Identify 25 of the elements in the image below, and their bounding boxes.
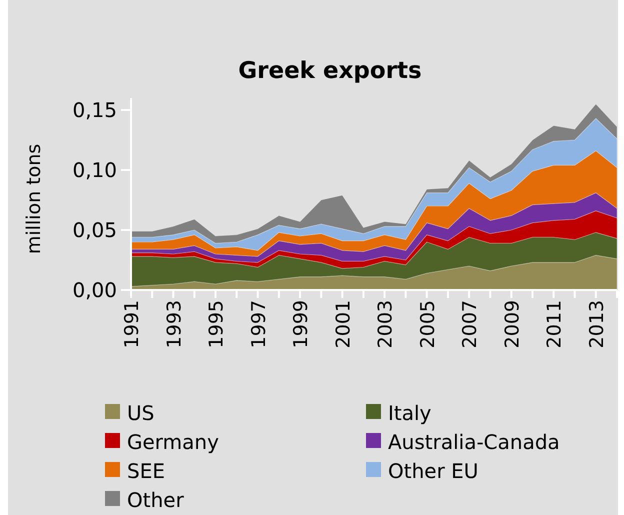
x-tick-label: 2007: [459, 300, 482, 348]
x-tick-label: 2009: [501, 300, 524, 348]
legend-label: Italy: [388, 401, 432, 425]
legend-label: Other: [127, 488, 185, 512]
x-tick-label: 2001: [332, 300, 354, 348]
x-tick-label: 2005: [416, 300, 439, 348]
x-tick-label: 1991: [121, 300, 143, 348]
x-tick-label: 2011: [544, 300, 566, 348]
y-tick-label: 0,05: [72, 218, 117, 242]
legend-label: Australia-Canada: [388, 430, 560, 454]
y-tick-label: 0,00: [72, 278, 117, 302]
legend-label: Other EU: [388, 459, 478, 483]
x-tick-label: 2003: [374, 300, 397, 348]
x-tick-label: 1993: [163, 300, 186, 348]
x-tick-label: 2013: [586, 300, 608, 348]
y-tick-label: 0,10: [72, 158, 117, 182]
chart-title: Greek exports: [238, 58, 422, 84]
x-tick-label: 1997: [248, 300, 270, 348]
legend-label: SEE: [127, 459, 165, 483]
y-tick-label: 0,15: [72, 98, 117, 122]
legend-label: US: [127, 401, 154, 425]
legend-label: Germany: [127, 430, 220, 454]
x-tick-label: 1999: [290, 300, 312, 348]
y-axis-title: million tons: [23, 144, 45, 254]
x-tick-label: 1995: [206, 300, 228, 348]
